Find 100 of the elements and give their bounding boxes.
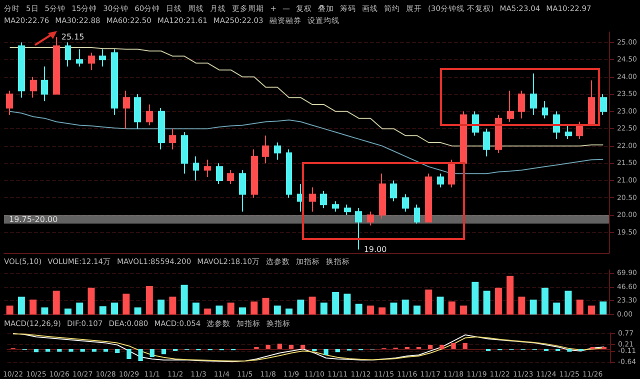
bar: [541, 288, 548, 314]
candlestick: [65, 42, 71, 68]
candlestick: [6, 90, 13, 116]
candlestick: [483, 128, 490, 157]
candlestick: [437, 173, 444, 188]
candlestick: [390, 180, 397, 202]
bar: [111, 302, 118, 314]
bar: [576, 300, 584, 314]
bar: [483, 290, 490, 314]
bar: [146, 286, 153, 314]
candlestick: [18, 42, 25, 98]
bar: [297, 300, 304, 314]
bar: [530, 300, 537, 314]
bar: [76, 302, 84, 314]
candlestick: [320, 190, 327, 209]
bar: [88, 288, 95, 314]
candlestick: [414, 204, 420, 224]
bar: [227, 302, 234, 314]
candlestick: [262, 135, 269, 164]
bar: [192, 302, 200, 314]
bar: [553, 302, 560, 314]
line-series: [9, 110, 604, 174]
candlestick: [30, 76, 37, 98]
bar: [402, 300, 409, 314]
bar: [414, 306, 420, 314]
bar: [564, 290, 572, 314]
candlestick: [216, 162, 223, 184]
bar: [286, 308, 293, 314]
candlestick: [111, 48, 118, 116]
candlestick: [542, 100, 548, 119]
bar: [600, 301, 607, 314]
bar: [472, 282, 479, 314]
bar: [52, 290, 60, 314]
candlestick: [402, 194, 409, 212]
candlestick: [448, 159, 455, 188]
annotation: 19.00: [364, 245, 387, 254]
candlestick: [355, 208, 362, 250]
annotation: 25.15: [61, 32, 84, 42]
bar: [448, 301, 456, 314]
bar: [308, 296, 316, 314]
bar: [518, 296, 526, 314]
bar: [122, 294, 130, 314]
bar: [180, 284, 188, 314]
bar: [99, 306, 106, 314]
bar: [436, 296, 444, 314]
candlestick: [134, 94, 141, 130]
bar: [460, 306, 468, 314]
candlestick: [99, 48, 106, 68]
candlestick: [379, 173, 386, 219]
bar: [158, 300, 165, 314]
candlestick: [76, 48, 83, 68]
candlestick: [204, 159, 211, 178]
candlestick: [274, 142, 281, 160]
bar: [274, 306, 281, 314]
bar: [169, 296, 176, 314]
candlestick: [518, 90, 525, 119]
bar: [250, 301, 258, 314]
candlestick: [158, 107, 165, 150]
candlestick: [507, 90, 514, 122]
candlestick: [332, 200, 339, 212]
bar: [332, 292, 340, 314]
candlestick: [146, 104, 153, 126]
candlestick: [344, 204, 351, 216]
candlestick: [169, 128, 176, 150]
bar: [64, 308, 72, 314]
candlestick: [309, 186, 316, 212]
candlestick: [367, 211, 374, 226]
bar: [320, 302, 328, 314]
candlestick: [286, 148, 292, 198]
bar: [390, 302, 398, 314]
candlestick: [600, 94, 607, 116]
band-label: 19.75-20.00: [9, 214, 58, 224]
bar: [216, 306, 223, 314]
bar: [425, 290, 432, 314]
candlestick: [565, 124, 572, 140]
bar: [18, 296, 25, 314]
candlestick: [123, 90, 130, 130]
candlestick: [181, 132, 188, 174]
bar: [344, 294, 351, 314]
candlestick: [227, 170, 234, 184]
bar: [366, 306, 374, 314]
bar: [30, 300, 37, 314]
bar: [506, 276, 514, 314]
candlestick: [576, 121, 583, 140]
bar: [588, 306, 595, 314]
line-series: [9, 47, 604, 146]
candlestick: [425, 173, 432, 222]
bar: [494, 288, 502, 314]
bar: [204, 308, 212, 314]
bar: [41, 307, 48, 314]
candlestick: [41, 66, 48, 102]
candlestick: [588, 80, 595, 126]
bar: [239, 307, 246, 314]
candlestick: [239, 170, 246, 212]
candlestick: [251, 148, 258, 198]
bar: [378, 307, 386, 314]
bar: [262, 298, 270, 314]
bar: [134, 307, 142, 314]
candlestick: [495, 114, 502, 154]
candlestick: [88, 52, 95, 70]
